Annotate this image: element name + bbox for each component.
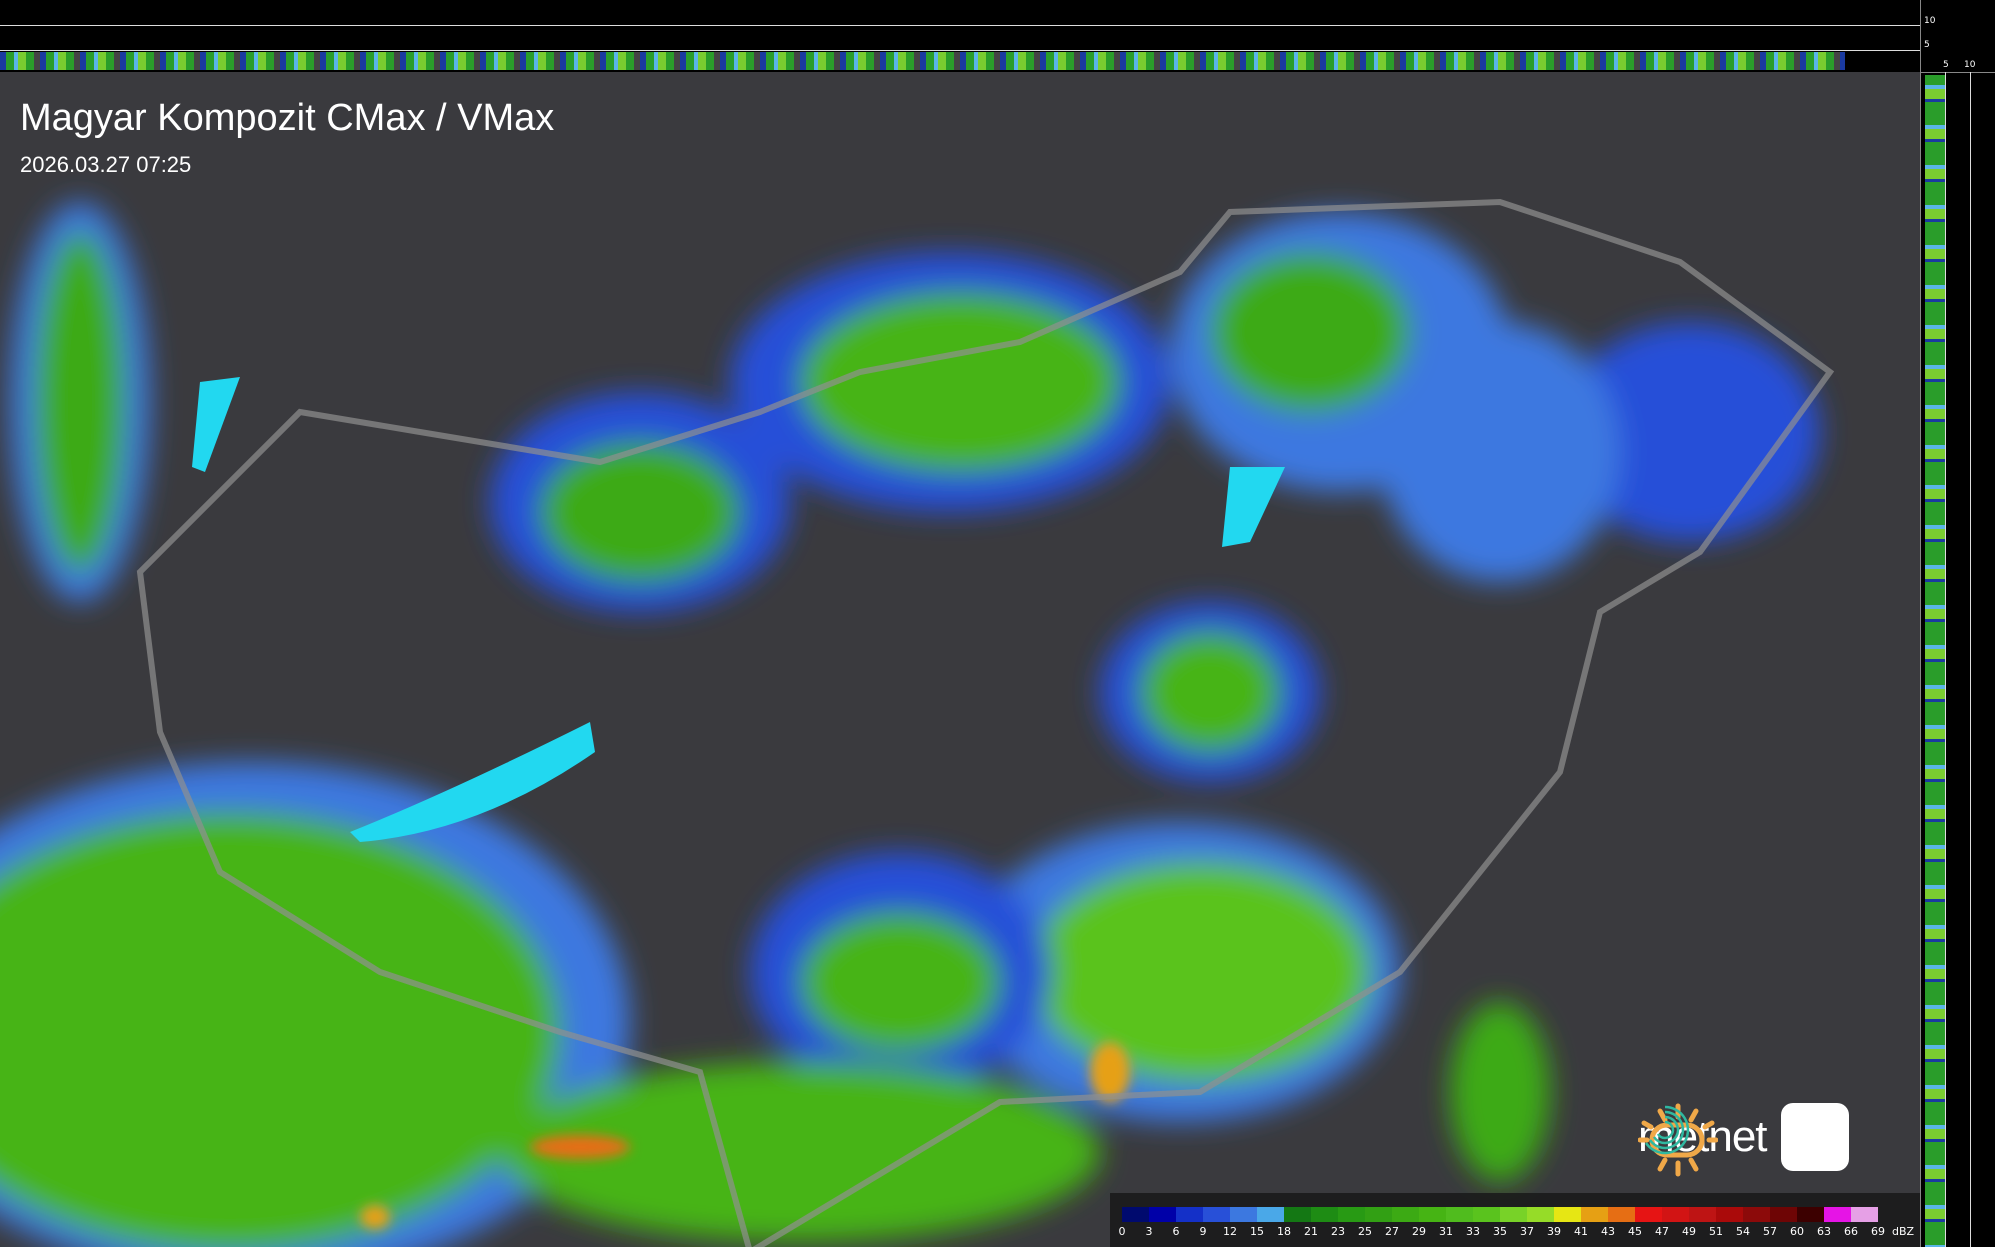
top-tick-label: 10 [1924,16,1936,26]
axis-line-10 [0,25,1925,26]
dbz-color-legend: 0 3 6 9 12 15 18 21 23 25 27 29 31 33 35 37 39 41 43 45 47 49… [1110,1193,1920,1247]
top-profile-panel [0,0,1925,72]
legend-tick-label: 51 [1709,1225,1723,1238]
right-tick-label: 10 [1964,60,1976,70]
legend-tick-label: 39 [1547,1225,1561,1238]
legend-tick-label: 3 [1145,1225,1153,1238]
top-tick-label: 5 [1924,40,1930,50]
legend-swatch [1338,1207,1365,1222]
app-icon [1644,1103,1849,1171]
top-reflectivity-profile [0,52,1845,70]
legend-tick-label: 49 [1682,1225,1696,1238]
legend-swatch [1257,1207,1284,1222]
legend-swatch [1851,1207,1878,1222]
legend-tick-label: 35 [1493,1225,1507,1238]
legend-tick-label: 54 [1736,1225,1750,1238]
legend-tick-label: 15 [1250,1225,1264,1238]
legend-swatch [1230,1207,1257,1222]
legend-swatch [1689,1207,1716,1222]
legend-tick-label: 0 [1118,1225,1126,1238]
legend-tick-label: 12 [1223,1225,1237,1238]
legend-tick-label: 57 [1763,1225,1777,1238]
legend-tick-label: 18 [1277,1225,1291,1238]
legend-labels: 0 3 6 9 12 15 18 21 23 25 27 29 31 33 35 37 39 41 43 45 47 49… [1110,1225,1920,1239]
axis-line-r5 [1945,72,1946,1247]
lake-balaton [350,722,595,842]
map-timestamp: 2026.03.27 07:25 [20,152,192,177]
spiral-icon [1644,1105,1690,1155]
panel-divider-h [1920,72,1995,73]
legend-swatch [1527,1207,1554,1222]
radar-echo-layer [0,198,1835,1247]
legend-tick-label: 23 [1331,1225,1345,1238]
legend-tick-label: 69 [1871,1225,1885,1238]
legend-swatch [1392,1207,1419,1222]
lake-neusiedl [192,377,240,472]
legend-tick-label: 29 [1412,1225,1426,1238]
legend-swatch [1419,1207,1446,1222]
legend-swatch [1608,1207,1635,1222]
legend-swatch [1122,1207,1149,1222]
radar-map[interactable]: Magyar Kompozit CMax / VMax 2026.03.27 0… [0,72,1920,1247]
legend-swatch [1635,1207,1662,1222]
axis-line-5 [0,50,1925,51]
metnet-logo: metnet [1638,1103,1849,1177]
legend-tick-label: 47 [1655,1225,1669,1238]
legend-swatch [1554,1207,1581,1222]
legend-tick-label: 21 [1304,1225,1318,1238]
legend-tick-label: 63 [1817,1225,1831,1238]
legend-swatch [1473,1207,1500,1222]
legend-tick-label: 25 [1358,1225,1372,1238]
map-title: Magyar Kompozit CMax / VMax [20,97,555,139]
legend-swatch [1581,1207,1608,1222]
legend-tick-label: 60 [1790,1225,1804,1238]
legend-tick-label: 27 [1385,1225,1399,1238]
legend-swatch [1500,1207,1527,1222]
hungary-border [136,198,1835,1247]
legend-tick-label: 43 [1601,1225,1615,1238]
legend-swatch [1743,1207,1770,1222]
right-reflectivity-profile [1925,75,1945,1247]
legend-swatch [1149,1207,1176,1222]
legend-tick-label: 9 [1199,1225,1207,1238]
legend-tick-label: 31 [1439,1225,1453,1238]
legend-swatch [1365,1207,1392,1222]
legend-swatch [1446,1207,1473,1222]
legend-swatch [1716,1207,1743,1222]
panel-divider [1920,0,1921,1247]
legend-unit: dBZ [1892,1225,1915,1238]
legend-tick-label: 41 [1574,1225,1588,1238]
right-tick-label: 5 [1943,60,1949,70]
legend-tick-label: 37 [1520,1225,1534,1238]
legend-swatch [1176,1207,1203,1222]
legend-swatch [1797,1207,1824,1222]
lake-tisza [1222,467,1285,547]
legend-swatch [1770,1207,1797,1222]
legend-color-bar [1122,1207,1878,1222]
legend-swatch [1311,1207,1338,1222]
axis-line-r10 [1970,72,1971,1247]
legend-swatch [1824,1207,1851,1222]
legend-tick-label: 33 [1466,1225,1480,1238]
legend-swatch [1284,1207,1311,1222]
legend-tick-label: 66 [1844,1225,1858,1238]
legend-swatch [1203,1207,1230,1222]
legend-tick-label: 6 [1172,1225,1180,1238]
legend-swatch [1662,1207,1689,1222]
legend-tick-label: 45 [1628,1225,1642,1238]
